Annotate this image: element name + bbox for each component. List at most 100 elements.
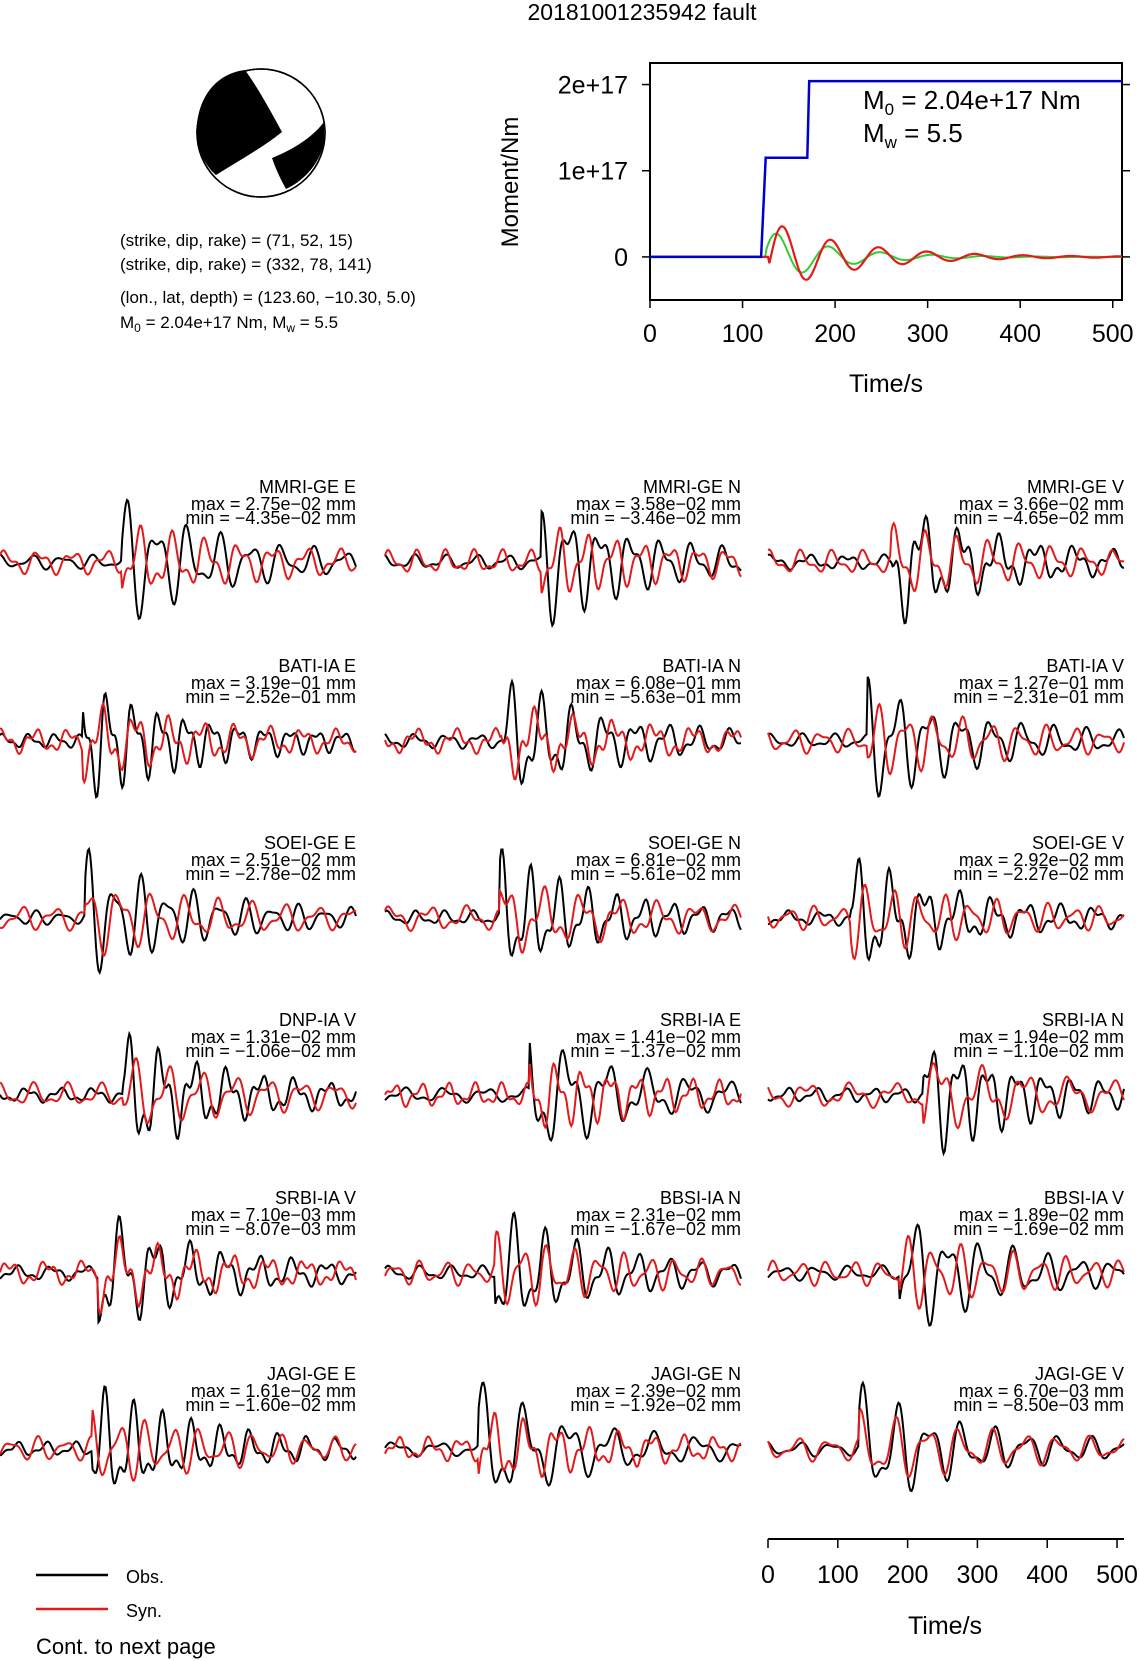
max-label: max = 3.66e−02 mm bbox=[959, 494, 1124, 514]
synthetic-trace bbox=[384, 1411, 742, 1479]
station-label: JAGI-GE V bbox=[1035, 1364, 1124, 1384]
moment-xtick-label: 100 bbox=[722, 320, 764, 348]
min-label: min = −2.31e−01 mm bbox=[953, 687, 1124, 707]
synthetic-trace bbox=[384, 1061, 742, 1130]
waveform-xlabel: Time/s bbox=[908, 1612, 982, 1640]
synthetic-trace bbox=[767, 521, 1125, 593]
moment-xtick-label: 400 bbox=[999, 320, 1041, 348]
observed-trace bbox=[0, 1385, 357, 1485]
max-label: max = 3.58e−02 mm bbox=[576, 494, 741, 514]
figure-title: 20181001235942 fault bbox=[528, 0, 758, 25]
station-label: BATI-IA E bbox=[278, 656, 356, 676]
station-label: JAGI-GE N bbox=[651, 1364, 741, 1384]
moment-cumulative-line bbox=[650, 79, 1122, 259]
moment-ytick-label: 2e+17 bbox=[558, 72, 628, 100]
synthetic-trace bbox=[0, 701, 357, 785]
moment-xtick-label: 200 bbox=[814, 320, 856, 348]
moment-mw-annotation: Mw = 5.5 bbox=[863, 118, 963, 152]
synthetic-trace bbox=[384, 704, 742, 781]
station-label: SOEI-GE E bbox=[264, 833, 356, 853]
synthetic-trace bbox=[767, 702, 1125, 776]
max-label: max = 1.31e−02 mm bbox=[191, 1027, 356, 1047]
moment-xlabel: Time/s bbox=[849, 370, 923, 398]
station-label: SRBI-IA N bbox=[1042, 1010, 1124, 1030]
moment-xtick-label: 0 bbox=[643, 320, 657, 348]
min-label: min = −4.65e−02 mm bbox=[953, 508, 1124, 528]
legend: Obs. Syn. bbox=[36, 1567, 164, 1621]
min-label: min = −1.67e−02 mm bbox=[570, 1219, 741, 1239]
synthetic-trace bbox=[767, 1061, 1125, 1130]
synthetic-trace bbox=[0, 1409, 357, 1482]
min-label: min = −3.46e−02 mm bbox=[570, 508, 741, 528]
synthetic-trace bbox=[0, 1057, 357, 1125]
station-label: MMRI-GE E bbox=[259, 477, 356, 497]
moment-xtick-label: 300 bbox=[907, 320, 949, 348]
min-label: min = −8.50e−03 mm bbox=[953, 1395, 1124, 1415]
continuation-note: Cont. to next page bbox=[36, 1634, 216, 1659]
station-label: SOEI-GE N bbox=[648, 833, 741, 853]
nodal-plane-1: (strike, dip, rake) = (71, 52, 15) bbox=[120, 231, 353, 250]
synthetic-trace bbox=[0, 892, 357, 957]
moment-m0-annotation: M0 = 2.04e+17 Nm bbox=[863, 85, 1081, 119]
min-label: min = −1.06e−02 mm bbox=[185, 1041, 356, 1061]
max-label: max = 2.92e−02 mm bbox=[959, 850, 1124, 870]
max-label: max = 2.75e−02 mm bbox=[191, 494, 356, 514]
moment-xtick-label: 500 bbox=[1092, 320, 1134, 348]
moment-ylabel: Moment/Nm bbox=[497, 117, 524, 248]
beachball-diagram bbox=[196, 68, 326, 198]
min-label: min = −4.35e−02 mm bbox=[185, 508, 356, 528]
max-label: max = 2.39e−02 mm bbox=[576, 1381, 741, 1401]
min-label: min = −1.69e−02 mm bbox=[953, 1219, 1124, 1239]
location-text: (lon., lat, depth) = (123.60, −10.30, 5.… bbox=[120, 288, 416, 307]
observed-trace bbox=[767, 1049, 1125, 1157]
max-label: max = 1.41e−02 mm bbox=[576, 1027, 741, 1047]
station-label: BBSI-IA N bbox=[660, 1188, 741, 1208]
station-label: SRBI-IA V bbox=[275, 1188, 356, 1208]
max-label: max = 3.19e−01 mm bbox=[191, 673, 356, 693]
min-label: min = −1.92e−02 mm bbox=[570, 1395, 741, 1415]
moment-rate-chart: 0 100 200 300 400 500 0 1e+17 2e+17 M0 = 2.04e+1… bbox=[497, 62, 1134, 398]
max-label: max = 1.27e−01 mm bbox=[959, 673, 1124, 693]
observed-trace bbox=[767, 856, 1125, 962]
moment-stf-red bbox=[650, 225, 1122, 281]
max-label: max = 1.94e−02 mm bbox=[959, 1027, 1124, 1047]
min-label: min = −8.07e−03 mm bbox=[185, 1219, 356, 1239]
moment-ytick-label: 0 bbox=[614, 244, 628, 272]
waveform-xtick-label: 300 bbox=[957, 1561, 999, 1589]
max-label: max = 2.51e−02 mm bbox=[191, 850, 356, 870]
waveform-xtick-label: 500 bbox=[1096, 1561, 1138, 1589]
max-label: max = 6.70e−03 mm bbox=[959, 1381, 1124, 1401]
waveform-xtick-label: 0 bbox=[761, 1561, 775, 1589]
max-label: max = 6.08e−01 mm bbox=[576, 673, 741, 693]
legend-syn-label: Syn. bbox=[126, 1601, 162, 1621]
synthetic-trace bbox=[0, 1234, 357, 1315]
min-label: min = −1.10e−02 mm bbox=[953, 1041, 1124, 1061]
max-label: max = 2.31e−02 mm bbox=[576, 1205, 741, 1225]
station-label: SRBI-IA E bbox=[660, 1010, 741, 1030]
station-label: MMRI-GE V bbox=[1027, 477, 1124, 497]
observed-trace bbox=[0, 498, 357, 621]
waveform-xtick-label: 400 bbox=[1026, 1561, 1068, 1589]
station-label: BATI-IA V bbox=[1046, 656, 1124, 676]
station-label: JAGI-GE E bbox=[267, 1364, 356, 1384]
synthetic-trace bbox=[384, 885, 742, 955]
station-label: DNP-IA V bbox=[279, 1010, 356, 1030]
synthetic-trace bbox=[767, 1407, 1125, 1479]
waveform-time-axis: 0 100 200 300 400 500 bbox=[761, 1538, 1138, 1589]
observed-trace bbox=[384, 1042, 742, 1143]
moment-plot-frame bbox=[649, 62, 1123, 301]
